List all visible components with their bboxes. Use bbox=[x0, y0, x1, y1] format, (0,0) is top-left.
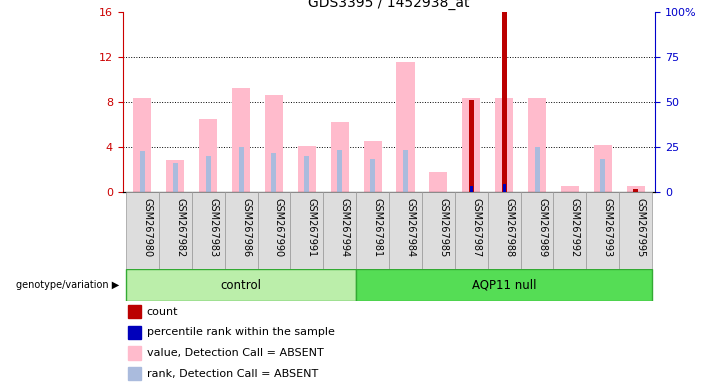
Text: GSM267980: GSM267980 bbox=[142, 198, 152, 257]
FancyBboxPatch shape bbox=[224, 192, 257, 269]
Bar bbox=[470, 186, 473, 192]
Bar bbox=[462, 98, 480, 192]
FancyBboxPatch shape bbox=[257, 192, 290, 269]
Bar bbox=[172, 163, 178, 192]
FancyBboxPatch shape bbox=[422, 192, 455, 269]
Text: GSM267993: GSM267993 bbox=[603, 198, 613, 257]
FancyBboxPatch shape bbox=[586, 192, 619, 269]
Bar bbox=[205, 156, 211, 192]
Text: GSM267986: GSM267986 bbox=[241, 198, 251, 257]
FancyBboxPatch shape bbox=[126, 270, 356, 301]
Bar bbox=[600, 159, 606, 192]
Text: GSM267995: GSM267995 bbox=[636, 198, 646, 257]
Bar bbox=[265, 95, 283, 192]
Text: GSM267983: GSM267983 bbox=[208, 198, 218, 257]
Text: GSM267990: GSM267990 bbox=[274, 198, 284, 257]
Bar bbox=[331, 122, 349, 192]
Text: GSM267992: GSM267992 bbox=[570, 198, 580, 257]
Bar bbox=[594, 145, 612, 192]
Bar bbox=[429, 172, 447, 192]
Text: GSM267989: GSM267989 bbox=[537, 198, 547, 257]
Bar bbox=[397, 62, 414, 192]
Bar bbox=[337, 150, 342, 192]
Bar bbox=[403, 150, 408, 192]
FancyBboxPatch shape bbox=[554, 192, 586, 269]
Bar bbox=[633, 189, 638, 192]
Text: value, Detection Call = ABSENT: value, Detection Call = ABSENT bbox=[147, 348, 323, 358]
Text: GSM267985: GSM267985 bbox=[438, 198, 449, 257]
Text: AQP11 null: AQP11 null bbox=[472, 279, 536, 291]
Bar bbox=[534, 147, 540, 192]
FancyBboxPatch shape bbox=[159, 192, 192, 269]
Text: GSM267981: GSM267981 bbox=[373, 198, 383, 257]
Bar bbox=[140, 151, 145, 192]
Bar bbox=[528, 98, 546, 192]
Title: GDS3395 / 1452938_at: GDS3395 / 1452938_at bbox=[308, 0, 470, 10]
Text: percentile rank within the sample: percentile rank within the sample bbox=[147, 328, 334, 338]
Bar bbox=[495, 98, 513, 192]
Bar bbox=[128, 367, 142, 380]
Bar bbox=[502, 12, 507, 192]
FancyBboxPatch shape bbox=[488, 192, 521, 269]
FancyBboxPatch shape bbox=[619, 192, 652, 269]
Text: GSM267984: GSM267984 bbox=[405, 198, 416, 257]
Bar bbox=[128, 346, 142, 360]
Text: GSM267991: GSM267991 bbox=[307, 198, 317, 257]
Text: GSM267982: GSM267982 bbox=[175, 198, 185, 257]
Text: control: control bbox=[221, 279, 261, 291]
Bar bbox=[271, 152, 276, 192]
FancyBboxPatch shape bbox=[290, 192, 323, 269]
FancyBboxPatch shape bbox=[389, 192, 422, 269]
FancyBboxPatch shape bbox=[356, 192, 389, 269]
Bar bbox=[166, 161, 184, 192]
Text: GSM267987: GSM267987 bbox=[471, 198, 482, 257]
Bar bbox=[128, 305, 142, 318]
Text: count: count bbox=[147, 307, 178, 317]
FancyBboxPatch shape bbox=[192, 192, 224, 269]
FancyBboxPatch shape bbox=[521, 192, 554, 269]
Bar bbox=[304, 156, 309, 192]
Text: genotype/variation ▶: genotype/variation ▶ bbox=[15, 280, 119, 290]
Bar bbox=[502, 148, 507, 192]
Bar bbox=[561, 186, 579, 192]
Text: GSM267988: GSM267988 bbox=[504, 198, 514, 257]
Bar bbox=[370, 159, 375, 192]
Bar bbox=[232, 88, 250, 192]
Text: GSM267994: GSM267994 bbox=[340, 198, 350, 257]
Bar bbox=[469, 152, 474, 192]
Bar bbox=[199, 119, 217, 192]
Bar bbox=[364, 141, 381, 192]
Bar bbox=[469, 99, 474, 192]
Bar bbox=[128, 326, 142, 339]
Bar bbox=[238, 147, 244, 192]
Bar bbox=[503, 184, 506, 192]
Text: rank, Detection Call = ABSENT: rank, Detection Call = ABSENT bbox=[147, 369, 318, 379]
FancyBboxPatch shape bbox=[455, 192, 488, 269]
FancyBboxPatch shape bbox=[126, 192, 159, 269]
FancyBboxPatch shape bbox=[356, 270, 652, 301]
Bar bbox=[627, 186, 645, 192]
Bar bbox=[298, 146, 316, 192]
FancyBboxPatch shape bbox=[323, 192, 356, 269]
Bar bbox=[133, 98, 151, 192]
